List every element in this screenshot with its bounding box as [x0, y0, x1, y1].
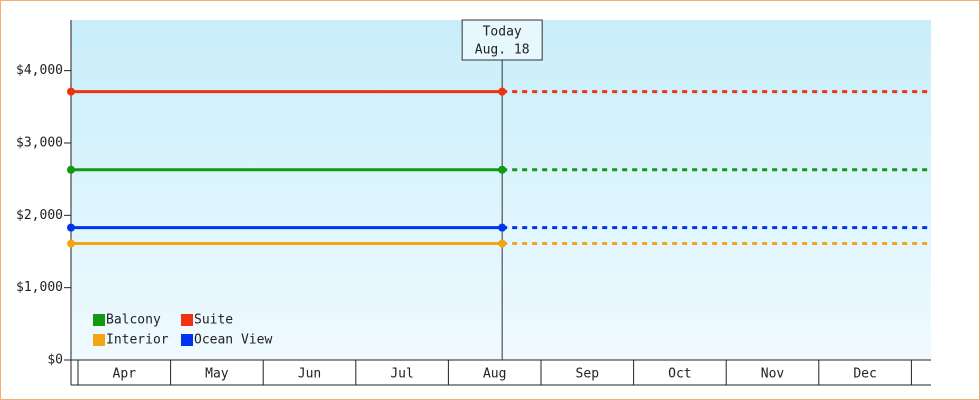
today-point — [498, 165, 507, 174]
today-title: Today — [483, 25, 522, 40]
today-date: Aug. 18 — [475, 43, 530, 58]
x-tick-label: Oct — [668, 367, 691, 382]
today-point — [498, 223, 507, 232]
legend-swatch — [93, 334, 105, 346]
today-box — [461, 19, 543, 61]
start-point — [67, 239, 75, 248]
x-tick-label: Jun — [298, 367, 321, 382]
legend-label: Suite — [194, 313, 233, 328]
x-tick-label: Jul — [390, 367, 413, 382]
legend-label: Balcony — [106, 313, 161, 328]
y-tick-label: $2,000 — [16, 208, 63, 223]
x-tick-label: Nov — [761, 367, 785, 382]
today-point — [498, 239, 507, 248]
y-tick-label: $4,000 — [16, 63, 63, 78]
x-tick-label: Dec — [853, 367, 876, 382]
legend-swatch — [181, 314, 193, 326]
legend-swatch — [181, 334, 193, 346]
today-point — [498, 87, 507, 96]
x-tick-label: Sep — [576, 367, 600, 382]
legend-label: Ocean View — [194, 333, 272, 348]
y-tick-label: $0 — [47, 353, 63, 368]
x-tick-label: Aug — [483, 367, 506, 382]
start-point — [67, 223, 75, 232]
legend-label: Interior — [106, 333, 169, 348]
start-point — [67, 87, 75, 96]
x-tick-label: May — [205, 367, 229, 382]
plot-area — [71, 20, 931, 360]
start-point — [67, 165, 75, 174]
y-tick-label: $1,000 — [16, 280, 63, 295]
y-tick-label: $3,000 — [16, 135, 63, 150]
x-tick-label: Apr — [113, 367, 137, 382]
legend-swatch — [93, 314, 105, 326]
